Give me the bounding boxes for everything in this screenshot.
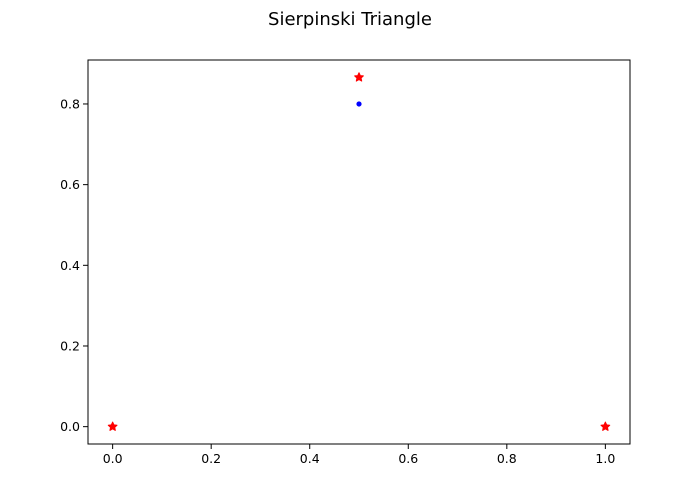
dot-point <box>356 101 362 107</box>
y-tick-label: 0.0 <box>60 419 80 434</box>
y-tick-label: 0.2 <box>60 338 80 353</box>
y-axis: 0.0 0.2 0.4 0.6 0.8 <box>60 96 88 434</box>
x-tick-label: 1.0 <box>595 451 615 466</box>
x-tick-label: 0.2 <box>201 451 221 466</box>
star-point <box>354 72 364 82</box>
data-points <box>107 72 611 431</box>
y-tick-label: 0.4 <box>60 258 80 273</box>
star-point <box>107 421 118 431</box>
x-tick-label: 0.0 <box>103 451 123 466</box>
star-point <box>600 421 611 431</box>
y-tick-label: 0.6 <box>60 177 80 192</box>
x-tick-label: 0.6 <box>398 451 418 466</box>
x-axis: 0.0 0.2 0.4 0.6 0.8 1.0 <box>103 444 615 466</box>
axes-frame <box>87 59 631 445</box>
x-tick-label: 0.4 <box>300 451 320 466</box>
x-tick-label: 0.8 <box>497 451 517 466</box>
plot-area <box>87 59 631 445</box>
y-tick-label: 0.8 <box>60 96 80 111</box>
chart-title: Sierpinski Triangle <box>268 9 432 30</box>
